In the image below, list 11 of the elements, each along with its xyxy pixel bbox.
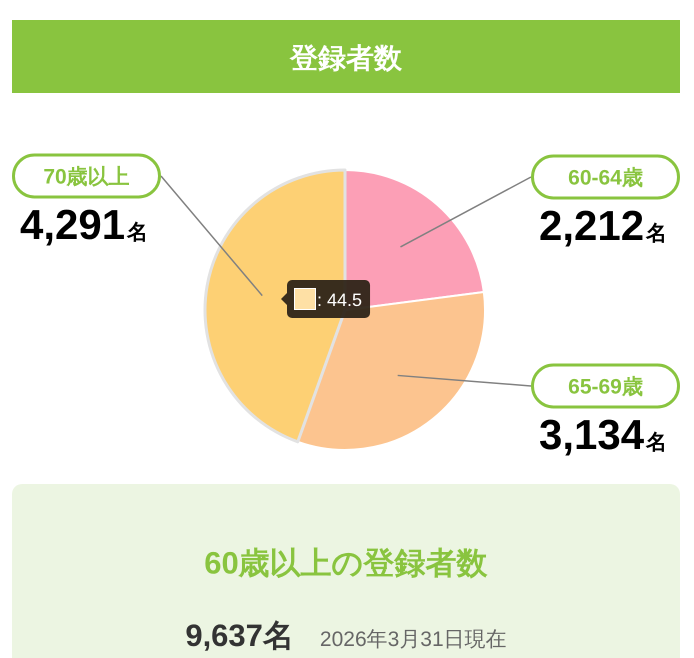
text: 2026年3月31日現在 [320, 628, 507, 651]
slice-label: 60-64歳 [568, 166, 643, 190]
tooltip: : 44.5 [281, 280, 370, 318]
data-label: 4,291名 [20, 201, 148, 248]
text: 60歳以上の登録者数 [204, 546, 489, 580]
slice-label: 70歳以上 [43, 166, 130, 188]
text: 9,637名 [185, 618, 294, 653]
data-label: 3,134名 [539, 411, 668, 458]
slice-label: 65-69歳 [568, 376, 643, 398]
chart-title: 登録者数 [289, 42, 403, 74]
data-label: 2,212名 [539, 202, 668, 249]
